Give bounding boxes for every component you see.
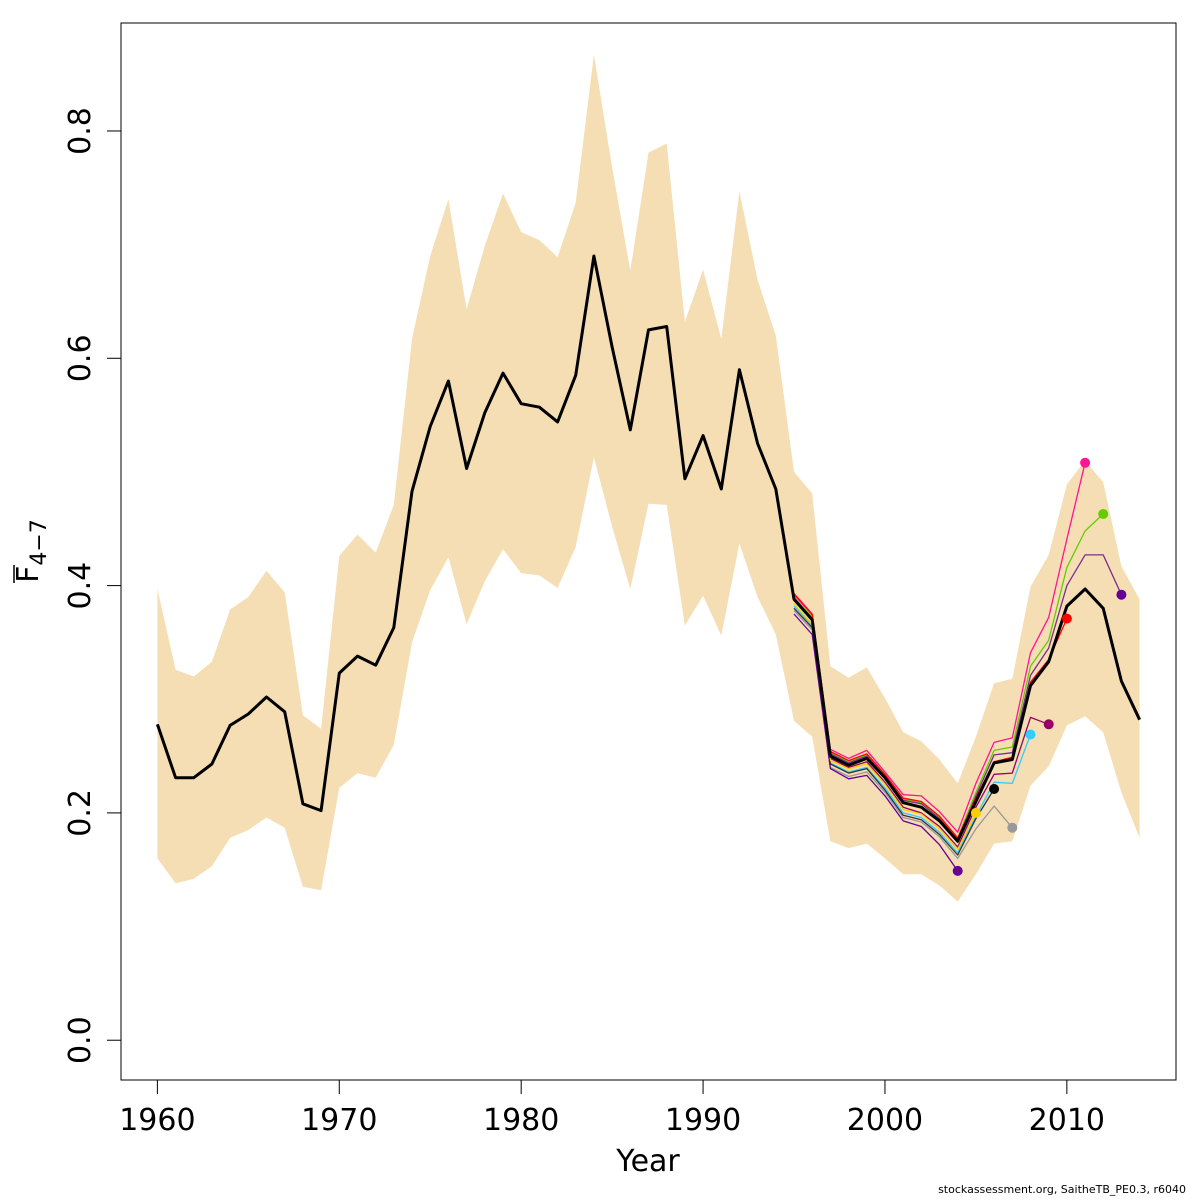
- x-tick-label: 2010: [1029, 1103, 1105, 1138]
- y-axis-title-subscript: 4−7: [27, 519, 52, 565]
- y-axis: 0.0 0.2 0.4 0.6 0.8: [63, 107, 122, 1064]
- x-tick-label: 1990: [665, 1103, 741, 1138]
- confidence-band: [157, 54, 1140, 902]
- x-tick-label: 1970: [301, 1103, 377, 1138]
- x-tick-label: 2000: [847, 1103, 923, 1138]
- endpoint-marker: [1061, 613, 1072, 624]
- series-line-retro: [793, 462, 1086, 833]
- y-tick-label: 0.0: [63, 1016, 98, 1064]
- footer-credit: stockassessment.org, SaitheTB_PE0.3, r60…: [938, 1183, 1186, 1196]
- x-axis: 1960 1970 1980 1990 2000 2010: [119, 1079, 1105, 1138]
- y-tick-label: 0.6: [63, 334, 98, 382]
- series-line-retro: [793, 613, 959, 872]
- endpoint-marker: [1007, 822, 1018, 833]
- x-tick-label: 1980: [483, 1103, 559, 1138]
- y-tick-label: 0.4: [63, 562, 98, 610]
- endpoint-marker: [952, 865, 963, 876]
- endpoint-marker: [1043, 719, 1054, 730]
- y-tick-label: 0.2: [63, 789, 98, 837]
- x-axis-title: Year: [615, 1144, 680, 1179]
- y-axis-title-main: F: [11, 566, 46, 583]
- endpoint-marker: [1080, 457, 1091, 468]
- endpoint-marker: [1116, 589, 1127, 600]
- x-tick-label: 1960: [119, 1103, 195, 1138]
- endpoint-marker: [970, 807, 981, 818]
- y-tick-label: 0.8: [63, 107, 98, 155]
- series-line-retro: [793, 599, 1049, 848]
- endpoint-marker: [989, 784, 1000, 794]
- y-axis-title: F4−7: [11, 519, 52, 583]
- endpoint-marker: [1098, 509, 1109, 519]
- series-line-main: [155, 254, 1141, 843]
- endpoint-marker: [1025, 729, 1036, 740]
- plot-area: [155, 54, 1141, 902]
- svg-text:F4−7: F4−7: [11, 519, 52, 583]
